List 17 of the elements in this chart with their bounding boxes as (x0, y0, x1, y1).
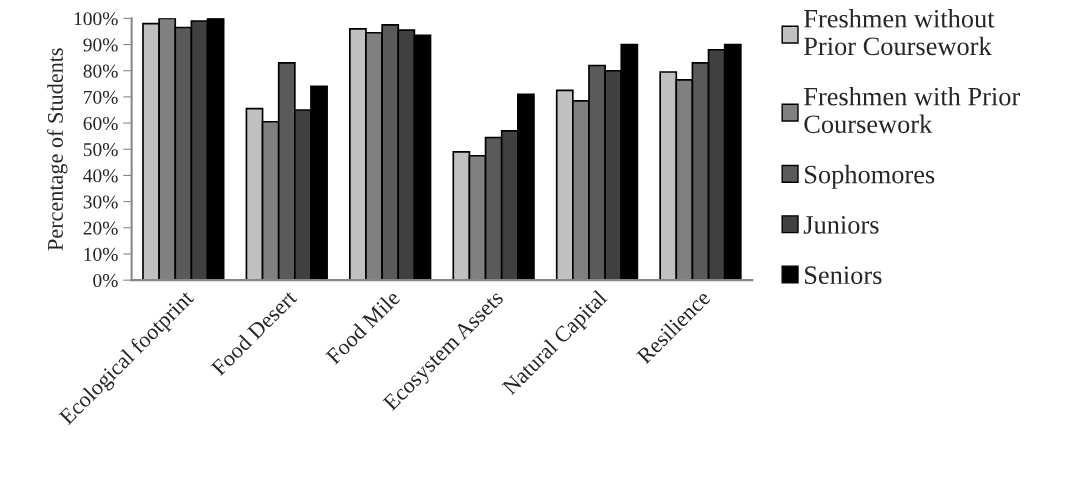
legend-label: Seniors (805, 266, 882, 285)
y-tick-label: 100% (74, 12, 118, 26)
y-tick-label: 60% (83, 116, 118, 131)
y-tick-label: 40% (83, 169, 118, 183)
y-tick-label: 30% (83, 195, 118, 209)
y-axis-title: Percentage of Students (47, 48, 68, 251)
y-tick-label: 20% (83, 221, 118, 235)
legend-label: Freshmen without Prior Coursework (804, 9, 995, 56)
legend-label: Sophomores (805, 164, 935, 189)
y-tick-label: 80% (83, 64, 118, 78)
y-tick-label: 90% (83, 38, 118, 52)
y-tick-label: 0% (93, 273, 118, 288)
y-tick-label: 70% (84, 90, 118, 104)
legend-label: Juniors (803, 216, 879, 234)
legend-label: Freshmen with Prior Coursework (804, 86, 1021, 134)
y-tick-label: 50% (83, 143, 118, 157)
y-tick-label: 10% (84, 247, 118, 261)
